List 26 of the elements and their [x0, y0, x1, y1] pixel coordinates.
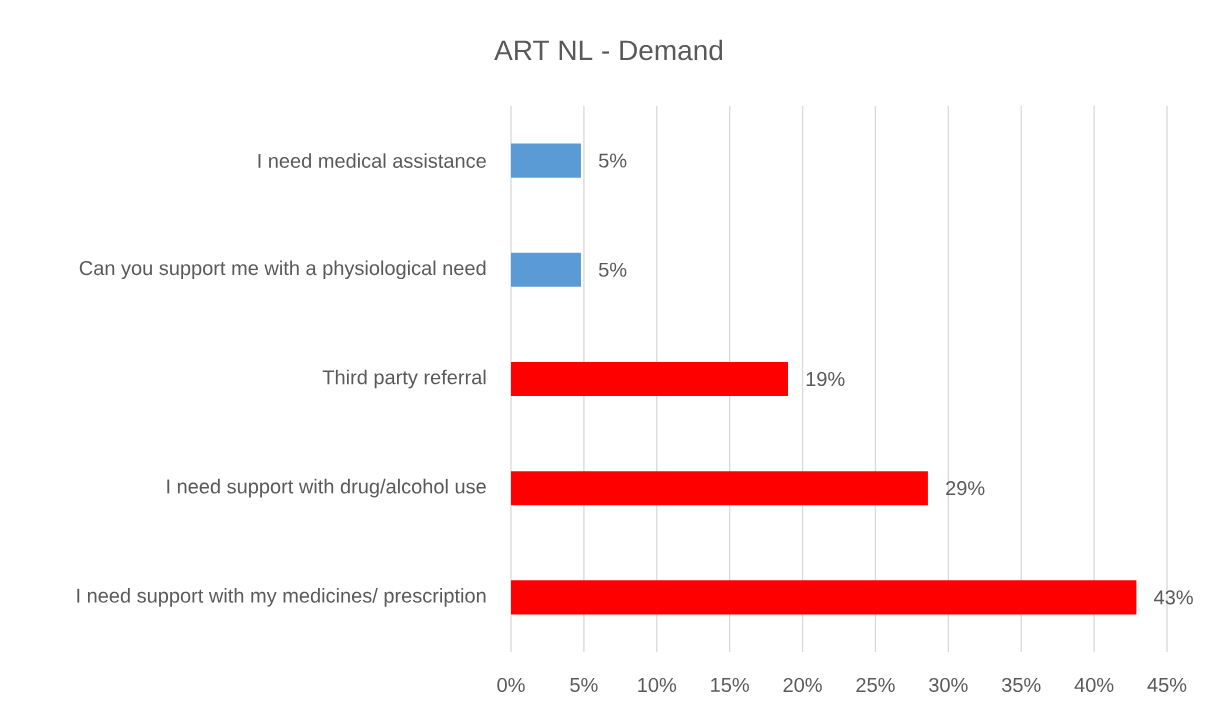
x-tick-label: 25%: [856, 677, 895, 693]
y-tick-label: Third party referral: [322, 369, 486, 389]
bar: [511, 361, 788, 397]
y-tick-label: I need support with drug/alcohol use: [167, 478, 486, 498]
x-tick-label: 45%: [1147, 677, 1187, 693]
bar: [511, 252, 581, 287]
y-tick-label: I need medical assistance: [258, 153, 486, 168]
bar: [511, 471, 928, 506]
x-tick-label: 10%: [638, 677, 677, 693]
bar: [511, 580, 1137, 615]
x-tick-label: 5%: [570, 677, 598, 693]
chart-title: ART NL - Demand: [494, 39, 723, 61]
x-tick-label: 15%: [711, 677, 749, 693]
x-tick-label: 0%: [497, 677, 525, 693]
y-tick-label: Can you support me with a physiological need: [79, 260, 486, 280]
bar: [511, 143, 581, 178]
x-tick-label: 35%: [1001, 677, 1041, 693]
x-tick-label: 40%: [1074, 677, 1114, 693]
x-tick-label: 20%: [783, 677, 822, 693]
data-label: 43%: [1154, 590, 1193, 605]
y-tick-label: I need support with my medicines/ prescription: [77, 588, 486, 607]
data-label: 5%: [598, 262, 627, 277]
data-label: 19%: [806, 371, 845, 387]
x-tick-label: 30%: [929, 677, 968, 693]
data-label: 5%: [598, 153, 627, 168]
data-label: 29%: [946, 481, 985, 496]
